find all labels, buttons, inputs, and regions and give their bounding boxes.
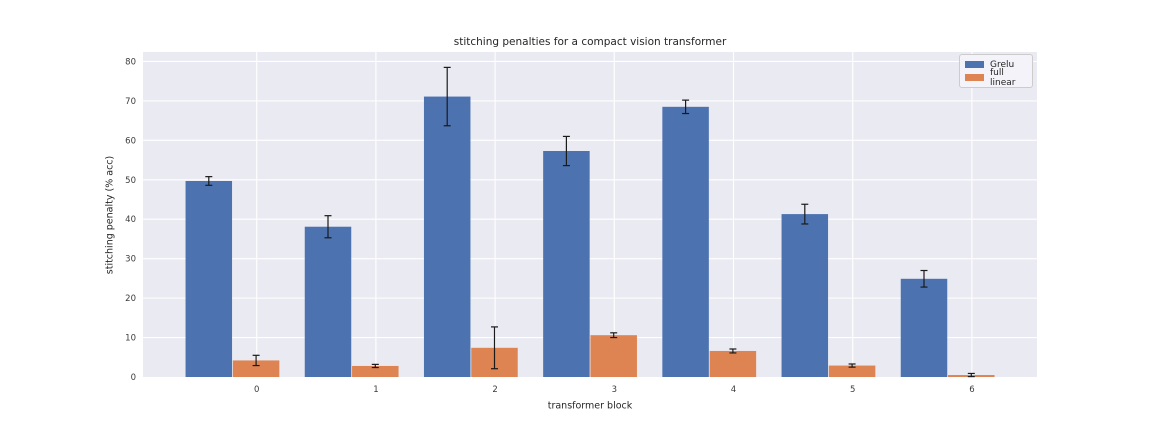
bar-grelu-block-6	[900, 278, 948, 377]
plot-area	[143, 52, 1037, 377]
error-bar-full-linear-block-1	[371, 363, 379, 369]
error-bar-full-linear-block-4	[729, 348, 737, 354]
legend-entry-full-linear: full linear	[965, 68, 1026, 88]
error-bar-grelu-block-4	[682, 99, 690, 115]
y-tick-label: 0	[131, 373, 136, 383]
x-tick-label: 2	[492, 385, 497, 395]
y-tick-label: 80	[125, 57, 136, 67]
error-bar-full-linear-block-2	[491, 326, 498, 370]
chart-title: stitching penalties for a compact vision…	[453, 36, 727, 48]
legend: Grelu full linear	[959, 54, 1033, 88]
error-bar-full-linear-block-5	[848, 363, 856, 368]
y-axis-label: stitching penalty (% acc)	[104, 155, 116, 275]
bar-grelu-block-0	[185, 180, 233, 377]
x-tick-label: 0	[254, 385, 259, 395]
y-tick-label: 20	[125, 294, 136, 304]
error-bar-full-linear-block-3	[610, 332, 618, 339]
x-tick-label: 1	[373, 385, 378, 395]
legend-label-grelu: Grelu	[990, 59, 1015, 70]
y-tick-label: 50	[125, 176, 136, 186]
legend-swatch-full-linear	[965, 74, 984, 81]
legend-label-full-linear: full linear	[990, 67, 1016, 88]
error-bar-grelu-block-3	[562, 135, 570, 167]
y-tick-label: 40	[125, 215, 136, 225]
error-bar-full-linear-block-0	[252, 354, 260, 367]
bar-full-linear-block-4	[709, 350, 757, 377]
bar-full-linear-block-5	[828, 365, 876, 377]
x-tick-label: 3	[612, 385, 617, 395]
bar-grelu-block-5	[781, 214, 829, 377]
error-bar-grelu-block-5	[801, 203, 809, 225]
legend-swatch-grelu	[965, 61, 984, 68]
bar-grelu-block-3	[543, 150, 590, 377]
x-tick-label: 6	[969, 385, 974, 395]
error-bar-grelu-block-1	[324, 215, 332, 239]
bar-full-linear-block-0	[232, 360, 280, 377]
bar-full-linear-block-3	[590, 335, 637, 377]
bar-full-linear-block-1	[352, 365, 399, 377]
y-tick-label: 70	[125, 97, 136, 107]
y-tick-label: 30	[125, 255, 136, 265]
bar-grelu-block-4	[662, 106, 709, 377]
error-bar-grelu-block-2	[443, 66, 451, 127]
legend-entry-grelu: Grelu	[965, 58, 1026, 71]
x-tick-label: 5	[850, 385, 855, 395]
y-tick-label: 60	[125, 136, 136, 146]
x-axis-label: transformer block	[547, 400, 633, 412]
y-tick-label: 10	[125, 334, 136, 344]
bar-grelu-block-1	[304, 226, 352, 377]
bar-grelu-block-2	[423, 96, 471, 377]
error-bar-grelu-block-6	[920, 269, 928, 288]
x-tick-label: 4	[731, 385, 736, 395]
error-bar-grelu-block-0	[205, 176, 213, 186]
error-bar-full-linear-block-6	[967, 372, 975, 378]
